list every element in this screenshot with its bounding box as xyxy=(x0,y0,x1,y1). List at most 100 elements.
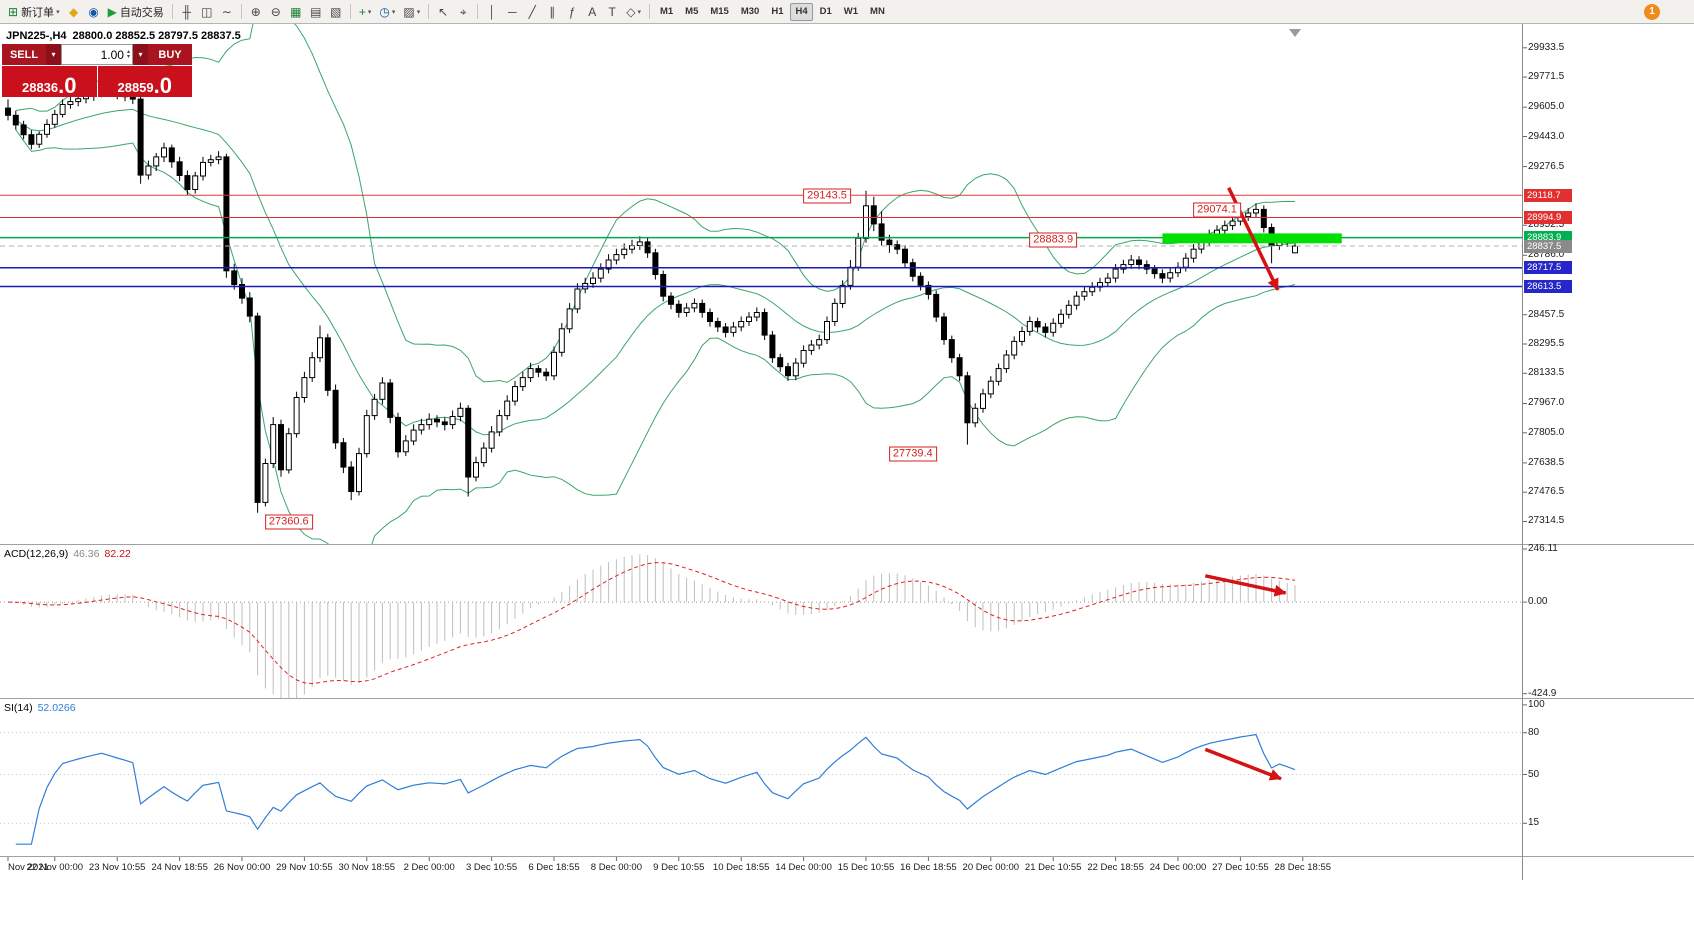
time-axis-label: 21 Dec 10:55 xyxy=(1024,862,1082,873)
spinner-up-icon[interactable]: ▴ xyxy=(126,48,130,55)
price-axis-label: 29605.0 xyxy=(1528,101,1565,113)
price-axis-label: 28786.0 xyxy=(1528,249,1565,261)
price-tag-28837.5: 28837.5 xyxy=(1524,239,1572,253)
time-axis-label: 3 Dec 10:55 xyxy=(465,862,518,873)
bar-chart-icon: ╫ xyxy=(182,4,192,19)
timeframe-mn-button[interactable]: MN xyxy=(870,6,885,17)
price-label-annotation[interactable]: 28883.9 xyxy=(1029,232,1078,248)
time-axis-label: 20 Dec 00:00 xyxy=(962,862,1020,873)
timeframe-m30-button[interactable]: M30 xyxy=(740,6,760,17)
one-click-trading-panel: SELL ▾ 1.00 ▴ ▾ ▾ BUY 28836.0 28859.0 xyxy=(2,44,192,97)
panel-separator[interactable] xyxy=(0,698,1694,699)
new-order-button-label: 新订单 xyxy=(21,6,55,19)
label-button[interactable]: T xyxy=(602,2,622,22)
toolbar-separator xyxy=(648,4,650,19)
price-axis-label: 28457.5 xyxy=(1528,308,1565,320)
price-axis-border xyxy=(1522,24,1523,880)
timeframe-w1-button[interactable]: W1 xyxy=(843,6,859,17)
price-label-annotation[interactable]: 27360.6 xyxy=(264,514,313,530)
timeframe-m5-button[interactable]: M5 xyxy=(685,6,699,17)
cascade-windows-button[interactable]: ▧ xyxy=(326,2,346,22)
caret-down-icon: ▾ xyxy=(56,8,60,16)
candlestick-chart-button[interactable]: ◫ xyxy=(197,2,217,22)
symbol-period-label: JPN225-,H4 xyxy=(6,30,67,42)
macd-trend-arrow[interactable] xyxy=(1204,574,1287,597)
rsi-trend-arrow[interactable] xyxy=(1204,747,1282,781)
price-label-annotation[interactable]: 29074.1 xyxy=(1193,202,1241,218)
time-axis-label: Nov 2021 xyxy=(8,862,49,873)
fibonacci-icon: ƒ xyxy=(568,4,576,19)
rsi-axis-label: 15 xyxy=(1528,817,1540,829)
cursor-button[interactable]: ↖ xyxy=(433,2,453,22)
macd-main-value: 46.36 xyxy=(73,548,100,560)
new-order-button[interactable]: ⊞ 新订单 ▾ xyxy=(4,2,64,22)
timeframe-h1-button[interactable]: H1 xyxy=(771,6,784,17)
sell-price[interactable]: 28836.0 xyxy=(2,66,97,97)
volume-field[interactable]: 1.00 ▴ ▾ xyxy=(61,44,133,65)
sell-dropdown-caret-icon[interactable]: ▾ xyxy=(46,44,61,65)
time-axis-label: 22 Dec 18:55 xyxy=(1087,862,1144,873)
buy-price[interactable]: 28859.0 xyxy=(97,66,192,97)
rsi-indicator-label: SI(14) 52.0266 xyxy=(4,702,76,714)
time-axis[interactable]: Nov 2021 22 Nov 00:00 23 Nov 10:55 24 Nov 1… xyxy=(0,857,1522,880)
chart-shift-icon[interactable] xyxy=(1289,29,1301,37)
price-tag-28994.9: 28994.9 xyxy=(1524,211,1572,225)
crosshair-button[interactable]: ⌖ xyxy=(453,2,473,22)
price-tag-28717.5: 28717.5 xyxy=(1524,261,1572,275)
zoom-out-button[interactable]: ⊖ xyxy=(266,2,286,22)
caret-down-icon: ▾ xyxy=(416,8,421,16)
rsi-value: 52.0266 xyxy=(37,702,76,714)
macd-histogram xyxy=(0,554,1522,698)
time-axis-label: 24 Dec 00:00 xyxy=(1149,862,1207,873)
vertical-line-button[interactable]: │ xyxy=(482,2,502,22)
price-tag-28613.5: 28613.5 xyxy=(1524,280,1572,294)
trendline-button[interactable]: ╱ xyxy=(522,2,542,22)
bar-chart-button[interactable]: ╫ xyxy=(177,2,197,22)
panel-separator[interactable] xyxy=(0,544,1694,545)
autotrading-button[interactable]: ▶ 自动交易 xyxy=(104,2,168,22)
fibonacci-button[interactable]: ƒ xyxy=(562,2,582,22)
mql-icon: ◆ xyxy=(68,4,79,19)
price-label-annotation[interactable]: 27739.4 xyxy=(888,446,937,462)
candlesticks xyxy=(5,82,1298,513)
tile-windows-button[interactable]: ▦ xyxy=(286,2,306,22)
sell-button[interactable]: SELL xyxy=(2,44,46,65)
timeframe-h4-button[interactable]: H4 xyxy=(790,2,813,21)
shapes-button[interactable]: ◇ ▾ xyxy=(622,2,645,22)
panel-separator[interactable] xyxy=(0,856,1694,857)
toolbar-separator xyxy=(349,4,351,19)
notification-badge[interactable]: 1 xyxy=(1644,3,1660,20)
indicators-button[interactable]: + ▾ xyxy=(355,2,376,22)
trendline-icon: ╱ xyxy=(528,4,536,19)
price-label-annotation[interactable]: 29143.5 xyxy=(803,188,851,204)
bollinger-bands xyxy=(15,24,1296,544)
line-chart-button[interactable]: ∼ xyxy=(217,2,237,22)
time-axis-label: 16 Dec 18:55 xyxy=(900,862,957,873)
community-button[interactable]: ◉ xyxy=(84,2,104,22)
channel-button[interactable]: ∥ xyxy=(542,2,562,22)
arrange-windows-button[interactable]: ▤ xyxy=(306,2,326,22)
timeframe-m1-button[interactable]: M1 xyxy=(659,6,674,17)
templates-icon: ▨ xyxy=(403,4,415,19)
price-axis[interactable]: 29933.5 29771.5 29605.0 29443.0 29276.5 28952… xyxy=(1522,24,1694,880)
mql-button[interactable]: ◆ xyxy=(64,2,84,22)
time-axis-label: 15 Dec 10:55 xyxy=(837,862,895,873)
macd-axis-label: 246.11 xyxy=(1528,542,1558,554)
spinner-down-icon[interactable]: ▾ xyxy=(126,53,130,60)
buy-dropdown-caret-icon[interactable]: ▾ xyxy=(133,44,148,65)
price-axis-label: 28295.5 xyxy=(1528,338,1565,350)
periods-button[interactable]: ◷ ▾ xyxy=(375,2,399,22)
timeframe-m15-button[interactable]: M15 xyxy=(710,6,729,17)
horizontal-line-button[interactable]: ─ xyxy=(502,2,522,22)
zoom-in-button[interactable]: ⊕ xyxy=(246,2,266,22)
templates-button[interactable]: ▨ ▾ xyxy=(399,2,424,22)
caret-down-icon: ▾ xyxy=(391,8,396,16)
timeframe-d1-button[interactable]: D1 xyxy=(819,6,832,17)
macd-signal-line xyxy=(7,562,1296,685)
price-axis-label: 27314.5 xyxy=(1528,515,1565,527)
buy-button[interactable]: BUY xyxy=(148,44,192,65)
line-chart-icon: ∼ xyxy=(221,4,232,19)
text-button[interactable]: A xyxy=(582,2,602,22)
volume-spinner[interactable]: ▴ ▾ xyxy=(126,48,130,60)
